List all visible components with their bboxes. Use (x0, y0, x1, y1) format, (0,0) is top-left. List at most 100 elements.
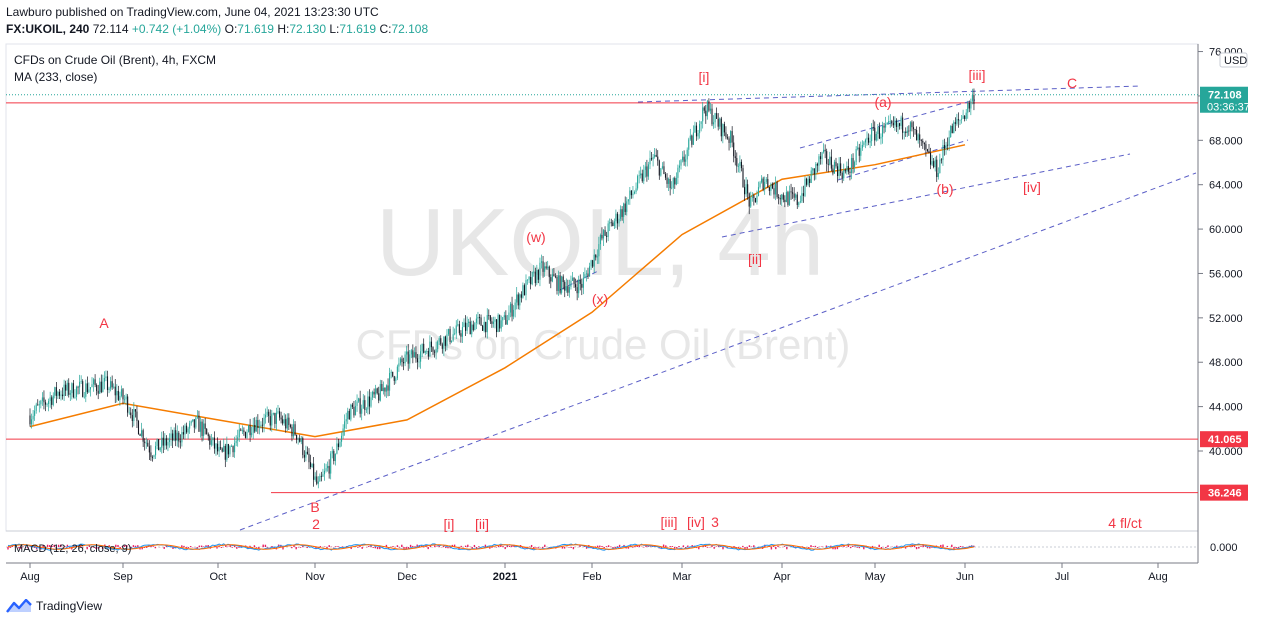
candle-body[interactable] (269, 416, 271, 426)
candle-body[interactable] (877, 126, 879, 135)
candle-body[interactable] (702, 107, 704, 122)
candle-body[interactable] (364, 400, 366, 410)
candle-body[interactable] (734, 156, 736, 159)
candle-body[interactable] (680, 160, 682, 166)
candle-body[interactable] (618, 218, 620, 224)
candle-body[interactable] (358, 398, 360, 402)
candle-body[interactable] (900, 117, 902, 126)
candle-body[interactable] (509, 303, 512, 313)
candle-body[interactable] (457, 324, 459, 326)
candle-body[interactable] (192, 419, 194, 422)
candle-body[interactable] (31, 419, 33, 425)
candle-body[interactable] (545, 266, 547, 269)
candle-body[interactable] (100, 381, 102, 393)
candle-body[interactable] (249, 425, 251, 436)
candle-body[interactable] (517, 294, 519, 306)
candle-body[interactable] (294, 424, 296, 435)
candle-body[interactable] (72, 383, 74, 398)
candle-body[interactable] (243, 430, 245, 432)
candle-body[interactable] (961, 118, 963, 120)
candle-body[interactable] (317, 481, 319, 484)
candle-body[interactable] (356, 401, 358, 406)
candle-body[interactable] (451, 340, 453, 342)
candle-body[interactable] (652, 156, 654, 160)
candle-body[interactable] (716, 113, 718, 119)
candle-body[interactable] (788, 191, 791, 205)
candle-body[interactable] (220, 447, 222, 449)
candle-body[interactable] (503, 315, 505, 318)
candle-body[interactable] (234, 443, 236, 453)
candle-body[interactable] (731, 131, 733, 143)
candle-body[interactable] (869, 141, 871, 143)
candle-body[interactable] (93, 379, 95, 385)
candle-body[interactable] (719, 118, 721, 127)
candle-body[interactable] (113, 386, 115, 388)
candle-body[interactable] (795, 194, 797, 198)
candle-body[interactable] (922, 140, 924, 143)
candle-body[interactable] (52, 395, 54, 405)
candle-body[interactable] (534, 271, 536, 284)
candle-body[interactable] (587, 273, 589, 277)
candle-body[interactable] (764, 181, 766, 190)
candle-body[interactable] (94, 379, 96, 386)
candle-body[interactable] (863, 142, 865, 145)
candle-body[interactable] (674, 178, 676, 185)
candle-body[interactable] (548, 266, 550, 278)
candle-body[interactable] (784, 199, 786, 203)
candle-body[interactable] (854, 162, 856, 168)
candle-body[interactable] (34, 410, 36, 416)
candle-body[interactable] (819, 156, 822, 160)
candle-body[interactable] (190, 421, 192, 424)
candle-body[interactable] (58, 391, 60, 396)
candle-body[interactable] (75, 386, 78, 397)
candle-body[interactable] (747, 184, 749, 194)
candle-body[interactable] (564, 282, 566, 291)
candle-body[interactable] (477, 317, 479, 319)
candle-body[interactable] (542, 261, 544, 272)
candle-body[interactable] (413, 352, 415, 358)
candle-body[interactable] (55, 387, 57, 396)
candle-body[interactable] (127, 396, 129, 413)
candle-body[interactable] (353, 406, 355, 416)
candle-body[interactable] (868, 137, 870, 143)
candle-body[interactable] (390, 371, 392, 374)
candle-body[interactable] (956, 119, 958, 124)
candle-body[interactable] (728, 138, 730, 143)
candle-body[interactable] (148, 446, 150, 453)
candle-body[interactable] (891, 120, 893, 123)
candle-body[interactable] (37, 404, 39, 406)
candle-body[interactable] (916, 129, 918, 141)
candle-body[interactable] (85, 383, 87, 397)
candle-body[interactable] (880, 136, 882, 139)
candle-body[interactable] (846, 166, 848, 172)
trendline-upper[interactable] (637, 85, 1141, 103)
candle-body[interactable] (616, 213, 618, 224)
candle-body[interactable] (551, 274, 553, 282)
candle-body[interactable] (695, 125, 698, 137)
candle-body[interactable] (334, 453, 336, 462)
candle-body[interactable] (914, 129, 916, 130)
candle-body[interactable] (888, 121, 890, 123)
candle-body[interactable] (621, 209, 623, 217)
candle-body[interactable] (609, 222, 611, 224)
candle-body[interactable] (305, 451, 307, 458)
candle-body[interactable] (894, 120, 896, 126)
candle-body[interactable] (77, 386, 79, 388)
candle-body[interactable] (217, 443, 219, 452)
candle-body[interactable] (585, 273, 587, 275)
candle-body[interactable] (925, 144, 927, 150)
candle-body[interactable] (144, 441, 146, 443)
candle-body[interactable] (528, 277, 530, 280)
candle-body[interactable] (226, 444, 228, 460)
candle-body[interactable] (141, 430, 143, 436)
candle-body[interactable] (274, 412, 276, 424)
candle-body[interactable] (649, 158, 651, 165)
candle-body[interactable] (787, 192, 789, 205)
candle-body[interactable] (282, 419, 284, 424)
candle-body[interactable] (178, 432, 180, 442)
candle-body[interactable] (124, 399, 126, 401)
candle-body[interactable] (341, 435, 343, 442)
candle-body[interactable] (553, 274, 555, 277)
candle-body[interactable] (319, 475, 321, 482)
candle-body[interactable] (255, 420, 257, 432)
